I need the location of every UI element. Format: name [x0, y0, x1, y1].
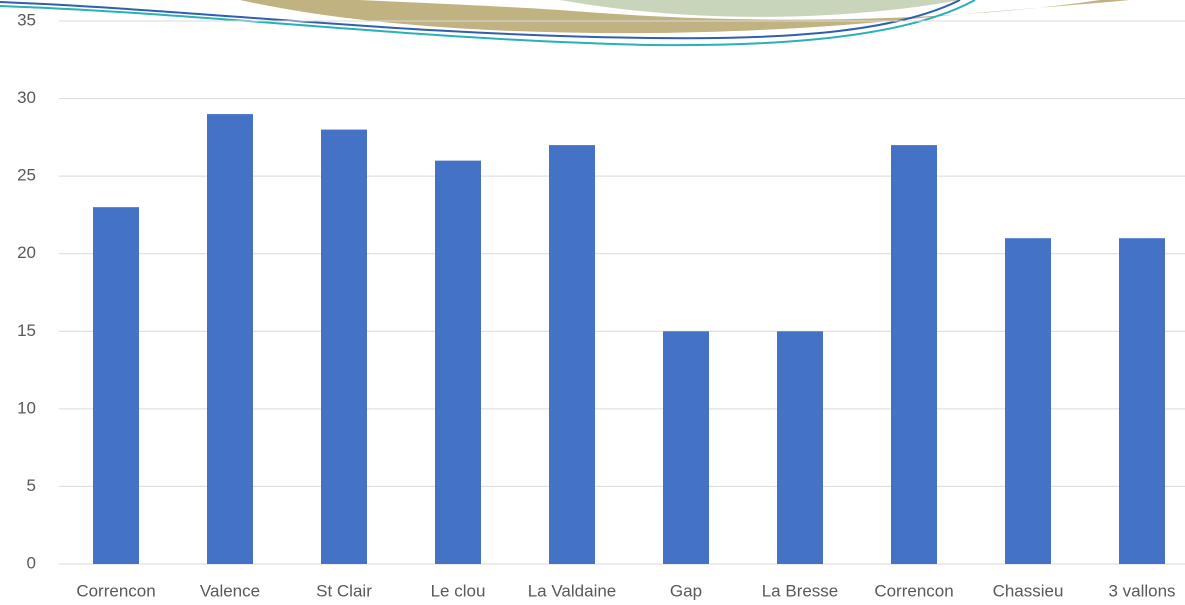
bar [435, 161, 481, 564]
bar [549, 145, 595, 564]
bar [663, 331, 709, 564]
x-tick-label: La Bresse [762, 581, 839, 600]
decoration [0, 0, 1130, 45]
y-tick-label: 0 [27, 553, 36, 572]
bar [891, 145, 937, 564]
y-tick-label: 25 [17, 166, 36, 185]
x-tick-label: 3 vallons [1108, 581, 1175, 600]
bar [1005, 238, 1051, 564]
x-tick-label: St Clair [316, 581, 372, 600]
x-tick-label: La Valdaine [528, 581, 617, 600]
y-tick-label: 10 [17, 398, 36, 417]
page: {"chart_data": {"type": "bar", "categori… [0, 0, 1185, 605]
y-tick-label: 30 [17, 88, 36, 107]
y-tick-label: 20 [17, 243, 36, 262]
y-tick-label: 35 [17, 10, 36, 29]
x-tick-label: Gap [670, 581, 702, 600]
bar [777, 331, 823, 564]
bar [1119, 238, 1165, 564]
x-tick-label: Correncon [874, 581, 953, 600]
x-tick-label: Correncon [76, 581, 155, 600]
chart: 0 5 10 15 20 25 30 35 Correncon Valence St Clair Le… [0, 0, 1185, 605]
bar [93, 207, 139, 564]
y-tick-label: 15 [17, 321, 36, 340]
bar [321, 130, 367, 564]
x-tick-label: Chassieu [993, 581, 1064, 600]
x-tick-label: Valence [200, 581, 260, 600]
x-tick-label: Le clou [431, 581, 486, 600]
bar [207, 114, 253, 564]
y-tick-label: 5 [27, 476, 36, 495]
